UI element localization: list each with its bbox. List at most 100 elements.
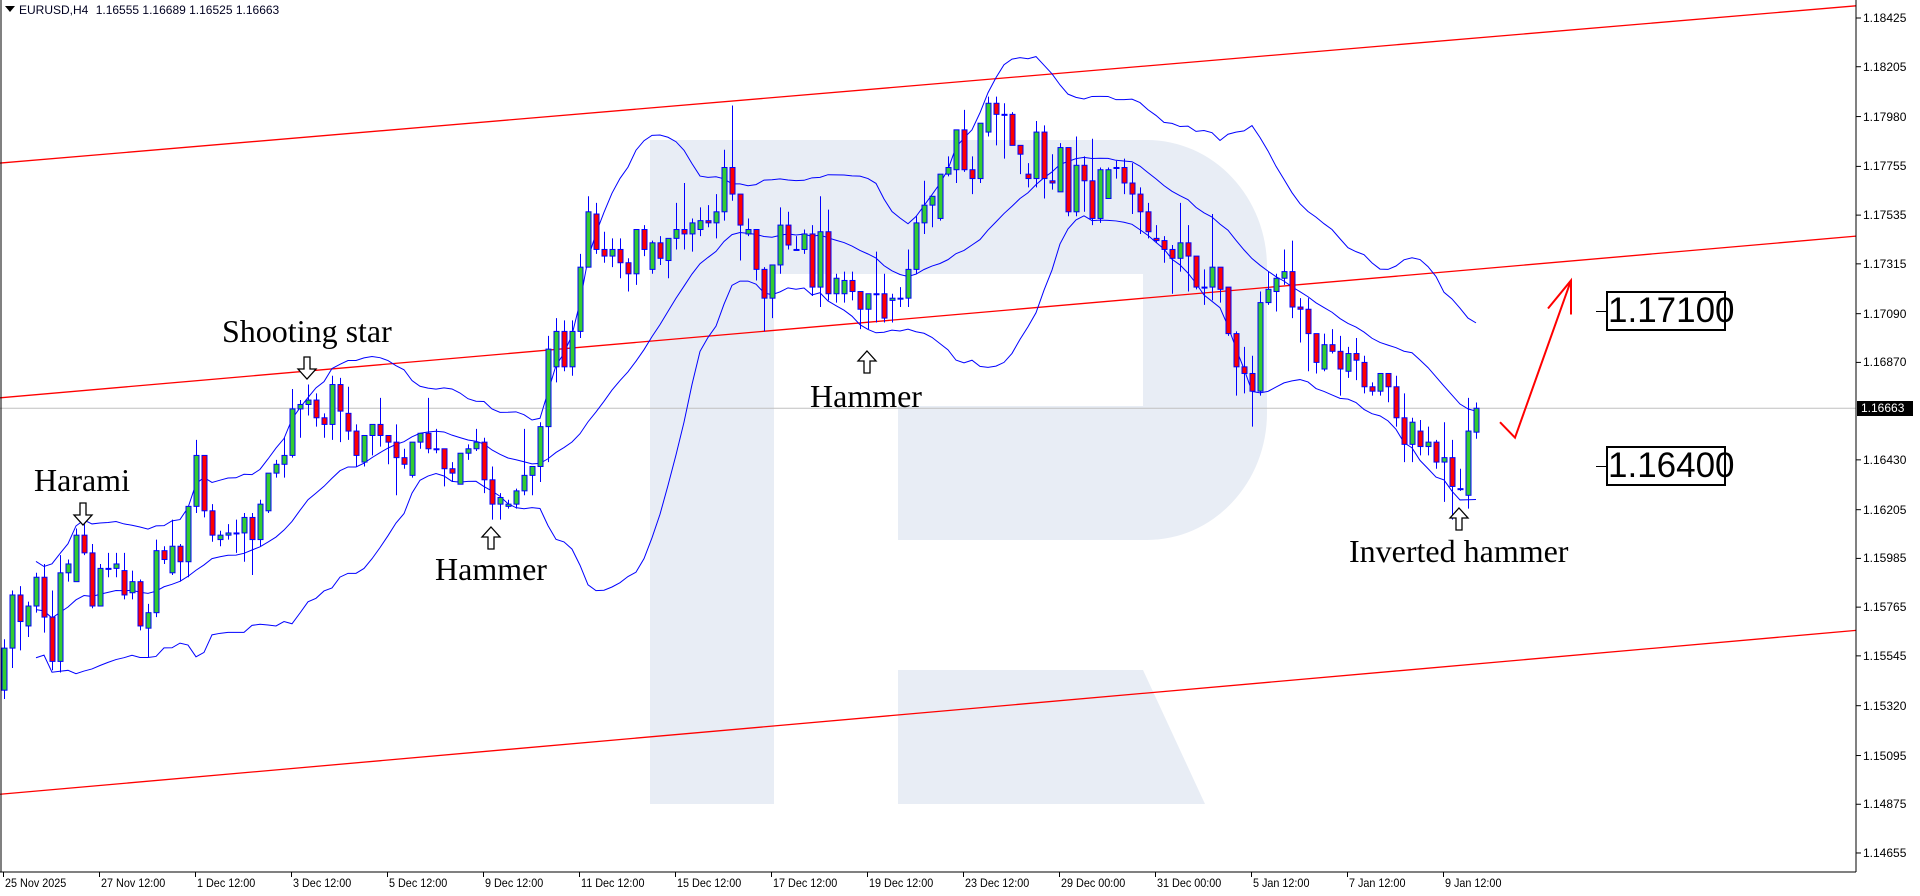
candle <box>1377 372 1384 396</box>
candle <box>1169 245 1176 294</box>
candle <box>89 544 96 609</box>
candle-body <box>57 572 64 662</box>
candle <box>841 271 848 303</box>
candle <box>1225 286 1232 336</box>
candle-body <box>1457 488 1464 491</box>
candle-body <box>993 102 1000 115</box>
candle-body <box>321 417 328 425</box>
price-axis-label: 1.16430 <box>1863 452 1907 467</box>
candle-body <box>1249 372 1256 392</box>
candle-body <box>721 166 728 213</box>
candle <box>833 273 840 303</box>
candle <box>609 238 616 268</box>
candle <box>1137 187 1144 234</box>
candle <box>1025 163 1032 188</box>
time-axis-label: 5 Dec 12:00 <box>389 876 448 890</box>
arrow-down-icon <box>72 502 94 526</box>
candle <box>113 552 120 578</box>
candle-body <box>1073 164 1080 213</box>
candle <box>625 258 632 292</box>
candle <box>945 156 952 177</box>
candle <box>1065 147 1072 217</box>
candle <box>105 552 112 578</box>
candle <box>929 195 936 228</box>
candle <box>681 183 688 250</box>
candle-body <box>209 510 216 536</box>
candle-body <box>1369 386 1376 392</box>
candle-body <box>1089 180 1096 219</box>
candle <box>1433 439 1440 469</box>
channel-line-2 <box>0 629 1857 795</box>
candle <box>281 437 288 478</box>
candle-body <box>1001 113 1008 116</box>
candle <box>265 472 272 514</box>
candle <box>1353 338 1360 381</box>
candle <box>521 428 528 496</box>
candle-body <box>1265 288 1272 304</box>
price-axis-label: 1.15765 <box>1863 600 1907 615</box>
candle <box>1057 143 1064 193</box>
candle-body <box>625 262 632 275</box>
candle-body <box>1393 386 1400 419</box>
forecast-arrowhead-icon <box>1547 277 1572 315</box>
candle <box>449 462 456 483</box>
candle <box>873 251 880 323</box>
candle <box>33 572 40 613</box>
candle <box>857 291 864 330</box>
time-axis-ticks <box>3 872 1444 877</box>
candle <box>705 205 712 228</box>
candle <box>1457 468 1464 491</box>
candle <box>505 499 512 509</box>
candle <box>865 293 872 330</box>
candle <box>497 493 504 520</box>
candle-body <box>465 448 472 454</box>
candle <box>361 434 368 467</box>
candle-body <box>425 432 432 450</box>
candle-body <box>681 229 688 235</box>
time-axis-label: 23 Dec 12:00 <box>965 876 1030 890</box>
candle <box>689 218 696 252</box>
candle-body <box>633 229 640 275</box>
forecast-arrow <box>1499 277 1572 440</box>
candle-body <box>793 248 800 251</box>
candle-body <box>801 233 808 250</box>
annotation-shooting-star: Shooting star <box>222 313 392 349</box>
candle-body <box>561 330 568 368</box>
candle <box>921 180 928 234</box>
candle-body <box>697 220 704 231</box>
candle <box>1329 329 1336 354</box>
candle-body <box>233 532 240 535</box>
time-axis-label: 9 Dec 12:00 <box>485 876 544 890</box>
candle <box>193 439 200 514</box>
candle-body <box>1281 271 1288 279</box>
candle <box>465 444 472 460</box>
candle-body <box>169 545 176 574</box>
candle <box>1209 214 1216 301</box>
candle <box>1049 154 1056 190</box>
candle-body <box>865 293 872 310</box>
candle-body <box>97 567 104 607</box>
candle-body <box>273 463 280 474</box>
candle-body <box>817 231 824 288</box>
triangle-down-icon[interactable] <box>5 6 15 12</box>
candle-body <box>1305 308 1312 335</box>
candle <box>753 229 760 281</box>
time-axis-label: 27 Nov 12:00 <box>101 876 166 890</box>
candle <box>1441 422 1448 502</box>
candle-body <box>1233 333 1240 368</box>
candle <box>353 424 360 467</box>
annotation-harami: Harami <box>34 462 130 498</box>
candle-body <box>497 497 504 505</box>
candle-body <box>201 454 208 512</box>
candle <box>49 590 56 671</box>
candle-body <box>265 472 272 512</box>
candle <box>1425 426 1432 456</box>
candle-body <box>385 434 392 443</box>
time-axis-label: 3 Dec 12:00 <box>293 876 352 890</box>
candle-body <box>225 532 232 536</box>
candle <box>425 397 432 454</box>
candle-body <box>641 229 648 250</box>
candle-body <box>953 129 960 171</box>
candle-body <box>937 173 944 219</box>
